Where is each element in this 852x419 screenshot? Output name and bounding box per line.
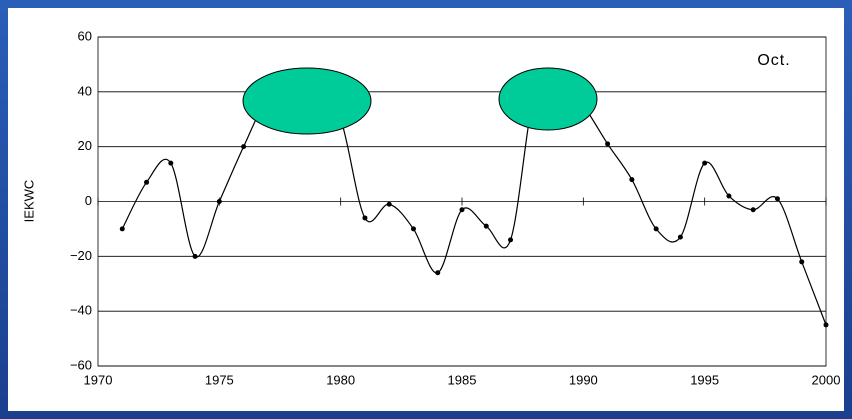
- data-point: [386, 201, 392, 207]
- y-tick-label: 0: [85, 193, 92, 208]
- data-point: [605, 141, 611, 147]
- data-point: [192, 253, 198, 259]
- data-point: [362, 215, 368, 221]
- data-point: [168, 160, 174, 166]
- data-point: [508, 237, 514, 243]
- data-point: [750, 207, 756, 213]
- ellipse-highlight: [242, 67, 372, 135]
- chart-background: [8, 8, 844, 411]
- data-point: [677, 234, 683, 240]
- data-point: [629, 177, 635, 183]
- data-point: [459, 207, 465, 213]
- data-point: [410, 226, 416, 232]
- data-point: [483, 223, 489, 229]
- x-tick-label: 1990: [569, 372, 598, 387]
- ellipse-highlight: [498, 67, 598, 131]
- y-tick-label: −60: [70, 357, 92, 372]
- x-tick-label: 1975: [205, 372, 234, 387]
- x-tick-label: 1980: [326, 372, 355, 387]
- x-tick-label: 2000: [812, 372, 841, 387]
- annotation: Oct.: [757, 52, 790, 69]
- data-point: [653, 226, 659, 232]
- data-point: [799, 259, 805, 265]
- data-point: [823, 322, 829, 328]
- data-point: [774, 196, 780, 202]
- data-point: [119, 226, 125, 232]
- y-tick-label: −20: [70, 248, 92, 263]
- y-tick-label: 40: [78, 83, 92, 98]
- data-point: [702, 160, 708, 166]
- y-axis-label: IEKWC: [21, 180, 36, 223]
- data-point: [726, 193, 732, 199]
- y-tick-label: −40: [70, 303, 92, 318]
- y-tick-label: 60: [78, 28, 92, 43]
- data-point: [216, 199, 222, 204]
- data-point: [435, 270, 441, 276]
- x-tick-label: 1970: [84, 372, 113, 387]
- y-tick-label: 20: [78, 138, 92, 153]
- data-point: [144, 179, 150, 185]
- x-tick-label: 1985: [448, 372, 477, 387]
- x-tick-label: 1995: [690, 372, 719, 387]
- data-point: [241, 144, 247, 150]
